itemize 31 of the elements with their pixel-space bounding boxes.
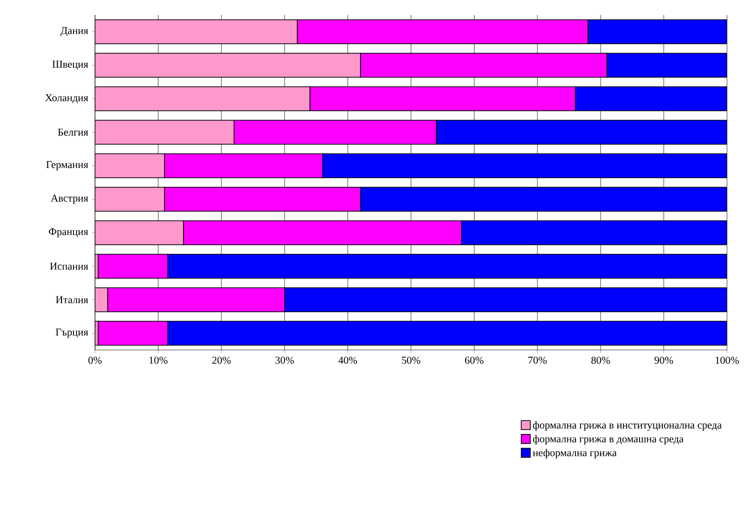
x-tick-label: 40% (338, 356, 358, 364)
y-tick-label: Италия (56, 296, 88, 304)
x-tick-label: 90% (654, 356, 674, 364)
bar (95, 186, 165, 212)
x-tick-label: 60% (465, 356, 484, 364)
bar (95, 153, 165, 178)
bar (95, 86, 310, 112)
x-tick-label: 70% (528, 356, 547, 364)
x-tick-label: 100% (716, 356, 739, 364)
legend-label: формална грижа в домашна среда (533, 435, 684, 445)
bar (95, 220, 184, 246)
x-tick-label: 0% (88, 356, 102, 364)
y-tick-label: Холандия (45, 94, 88, 104)
bar (95, 52, 361, 78)
x-tick-label: 30% (275, 356, 294, 364)
y-tick-label: Испания (50, 262, 88, 270)
y-tick-label: Франция (48, 228, 88, 238)
y-tick-label: Швеция (52, 60, 88, 70)
y-tick-label: Дания (60, 27, 88, 36)
legend-label: неформална грижа (532, 448, 617, 458)
x-tick-label: 50% (402, 356, 420, 364)
x-tick-label: 20% (212, 356, 231, 364)
x-tick-label: 10% (150, 356, 168, 364)
legend-label: формална грижа в институционална среда (533, 421, 722, 431)
bar (95, 120, 234, 145)
y-tick-label: Австрия (50, 194, 88, 204)
y-tick-label: Гърция (56, 328, 88, 338)
y-tick-label: Белгия (58, 128, 88, 136)
x-tick-label: 80% (591, 356, 610, 364)
y-tick-label: Германия (46, 161, 88, 170)
bar (95, 19, 298, 44)
